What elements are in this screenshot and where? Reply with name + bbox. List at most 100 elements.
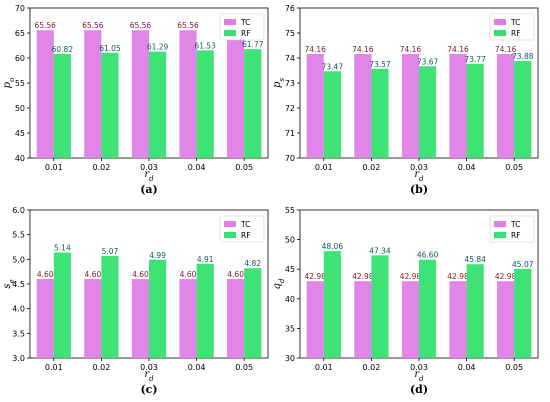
data-label: 45.84 [464,255,486,264]
bar-tc-0.02 [354,54,372,158]
bar-rf-0.02 [101,52,119,158]
data-label: 61.05 [99,44,121,53]
legend-swatch-tc [224,19,236,25]
x-axis-label: rd [144,169,154,183]
bar-rf-0.04 [466,63,484,158]
x-tick-label: 0.04 [458,163,476,172]
y-tick-label: 45 [15,129,25,138]
legend-label-rf: RF [511,231,521,240]
y-tick-label: 30 [285,354,295,363]
bar-rf-0.04 [196,50,214,158]
data-label: 5.14 [54,243,71,252]
data-label: 60.82 [52,45,74,54]
y-tick-label: 70 [15,4,25,13]
y-tick-label: 40 [15,154,25,163]
legend-label-rf: RF [241,29,251,38]
data-label: 48.06 [322,242,344,251]
bar-rf-0.04 [466,264,484,358]
legend-label-tc: TC [510,220,520,229]
data-label: 47.34 [369,246,391,255]
legend-label-tc: TC [510,18,520,27]
data-label: 61.77 [242,40,264,49]
y-tick-label: 3.0 [12,354,25,363]
data-label: 42.98 [495,272,517,281]
x-tick-label: 0.03 [410,363,428,372]
bar-tc-0.02 [84,279,102,358]
y-tick-label: 50 [15,104,25,113]
x-tick-label: 0.01 [315,363,333,372]
data-label: 74.16 [400,45,422,54]
y-tick-label: 75 [285,29,295,38]
y-tick-label: 65 [15,29,25,38]
bar-tc-0.05 [497,54,515,158]
y-tick-label: 50 [285,236,295,245]
bar-tc-0.01 [306,281,324,358]
panel-caption: (b) [410,183,428,196]
bar-tc-0.05 [497,281,515,358]
bar-tc-0.05 [227,279,245,358]
data-label: 65.56 [177,21,199,30]
y-axis-label: se [2,279,16,288]
data-label: 74.16 [352,45,374,54]
y-axis-label: po [2,78,16,89]
y-tick-label: 60 [15,54,25,63]
data-label: 61.53 [194,41,216,50]
x-tick-label: 0.02 [92,363,110,372]
data-label: 4.60 [180,270,197,279]
data-label: 45.07 [512,260,534,269]
y-tick-label: 5.5 [12,231,25,240]
bar-tc-0.03 [131,279,149,358]
bar-tc-0.01 [36,30,54,159]
data-label: 4.60 [227,270,244,279]
chart-panel-1: 40 45 50 55 60 65 70 65.56 60.82 0.01 65.56 61.05 0.… [2,4,269,196]
x-tick-label: 0.03 [140,363,158,372]
bar-rf-0.01 [323,71,341,158]
data-label: 65.56 [82,21,104,30]
x-axis-label: rd [414,169,424,183]
bar-tc-0.05 [227,30,245,159]
bar-tc-0.04 [449,54,467,158]
x-tick-label: 0.04 [188,363,206,372]
x-tick-label: 0.03 [410,163,428,172]
bar-tc-0.02 [354,281,372,358]
bar-rf-0.03 [419,66,437,158]
data-label: 42.98 [447,272,469,281]
legend-label-rf: RF [241,231,251,240]
legend-label-tc: TC [240,220,250,229]
legend-swatch-rf [494,30,506,36]
x-tick-label: 0.05 [505,163,523,172]
bar-tc-0.03 [131,30,149,159]
y-tick-label: 70 [285,154,295,163]
x-tick-label: 0.02 [92,163,110,172]
y-tick-label: 55 [15,79,25,88]
bar-rf-0.02 [371,68,389,158]
data-label: 4.60 [132,270,149,279]
bar-tc-0.04 [449,281,467,358]
data-label: 73.47 [322,62,344,71]
bar-rf-0.01 [53,53,71,158]
bar-tc-0.04 [179,279,197,358]
bar-rf-0.02 [101,255,119,358]
data-label: 46.60 [417,251,439,260]
y-axis-label: qd [272,278,286,289]
data-label: 4.60 [84,270,101,279]
y-tick-label: 72 [285,104,295,113]
y-tick-label: 6.0 [12,206,25,215]
legend-swatch-tc [494,221,506,227]
data-label: 4.82 [244,259,261,268]
chart-panel-2: 70 71 72 73 74 75 76 74.16 73.47 0.01 74.16 73.57 0.… [272,4,539,196]
panel-caption: (d) [410,383,428,396]
legend-swatch-rf [224,232,236,238]
y-tick-label: 76 [285,4,295,13]
legend-swatch-tc [224,221,236,227]
x-axis-label: rd [144,369,154,383]
y-tick-label: 55 [285,206,295,215]
chart-panel-3: 3.0 3.5 4.0 4.5 5.0 5.5 6.0 4.60 5.14 0.01 4.60 5.0… [2,206,269,396]
bar-tc-0.03 [401,281,419,358]
data-label: 73.57 [369,60,391,69]
x-tick-label: 0.05 [235,163,253,172]
bar-rf-0.05 [244,268,262,358]
y-tick-label: 4.5 [12,280,25,289]
x-tick-label: 0.02 [362,163,380,172]
